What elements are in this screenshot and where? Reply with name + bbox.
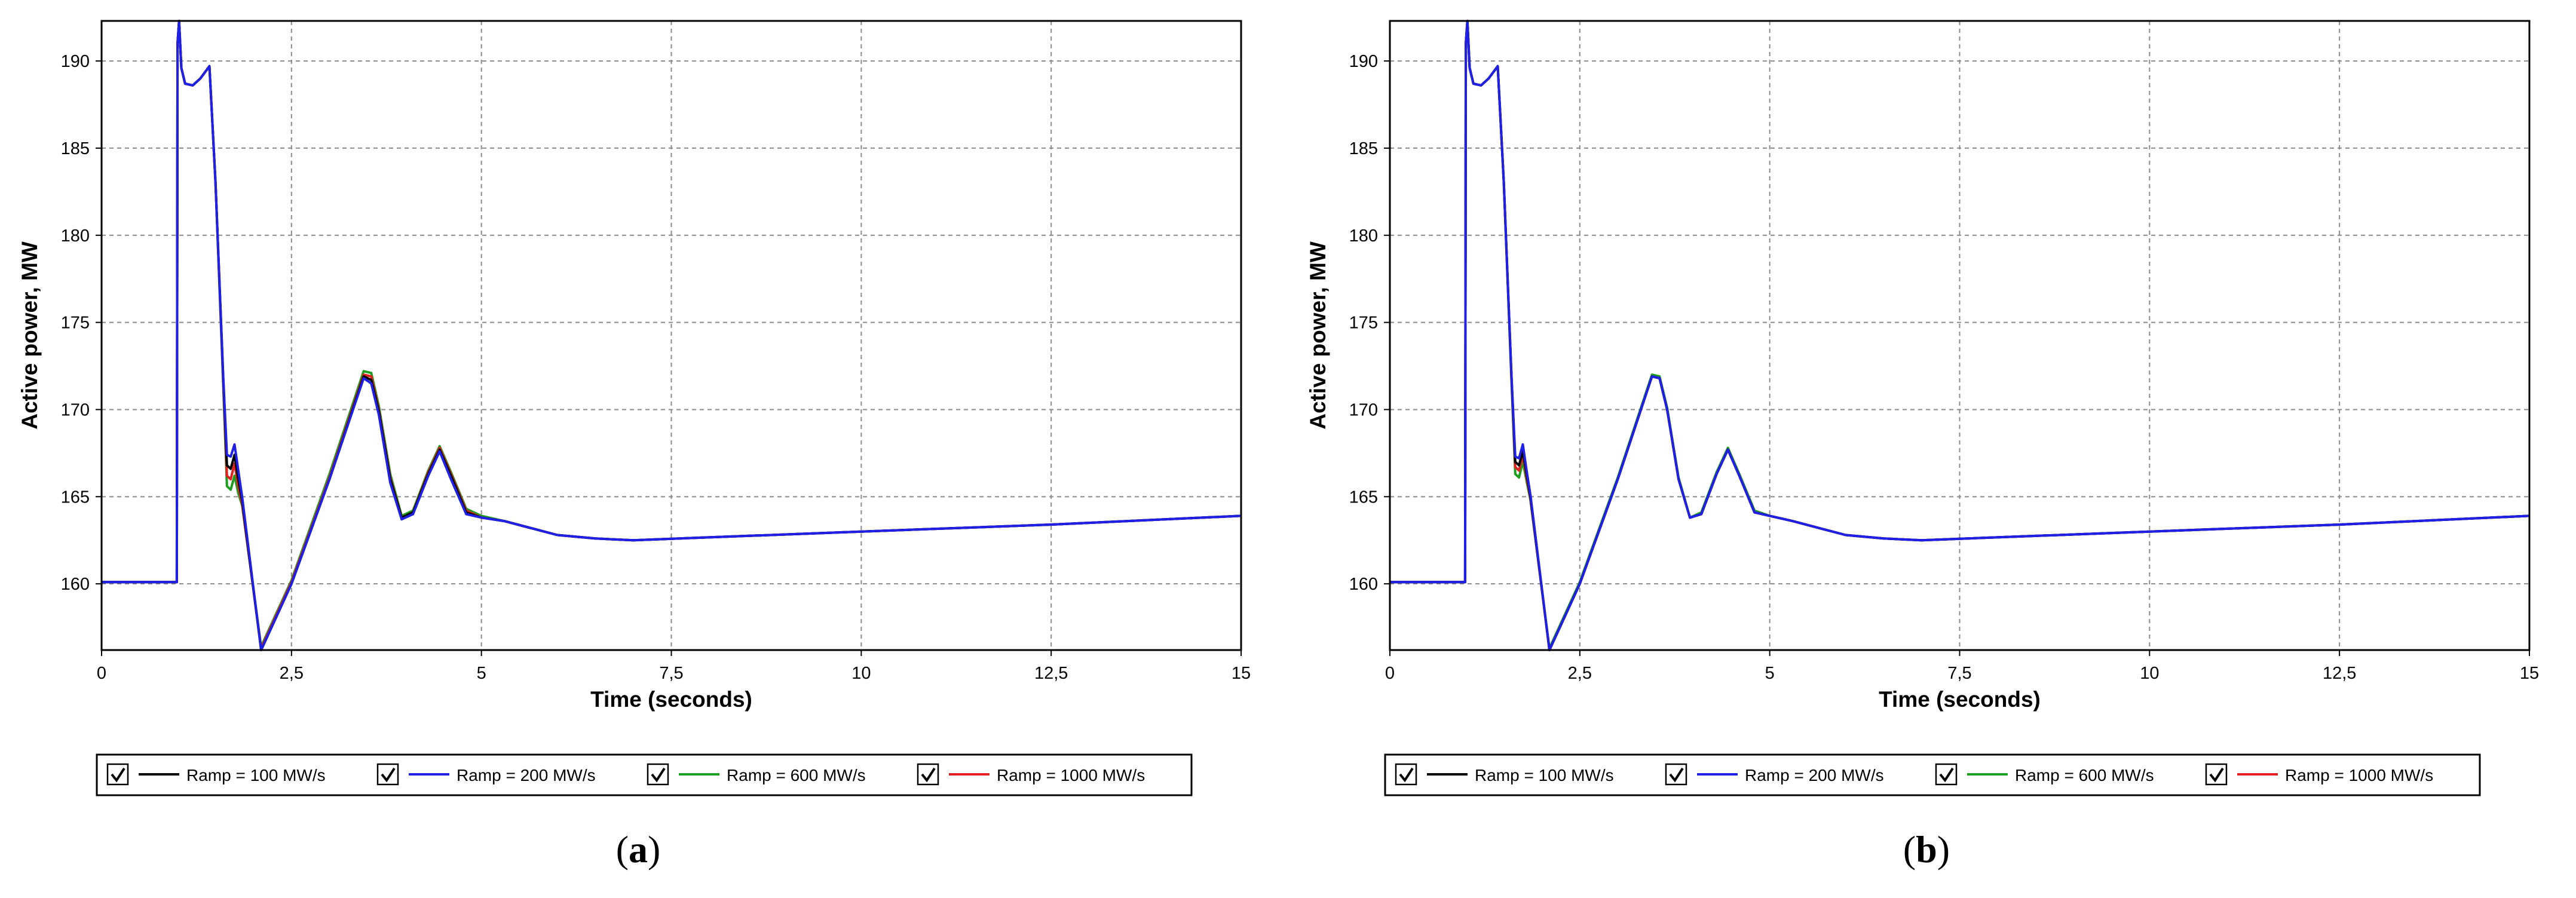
legend-item[interactable]: Ramp = 600 MW/s <box>647 763 866 786</box>
chart-panel-b: 160 165 170 175 180 185 190 0 2,5 5 7,5 10 12,5 15 Tim… <box>1288 0 2576 898</box>
legend-label: Ramp = 1000 MW/s <box>2285 766 2433 784</box>
line-chart-b: 160 165 170 175 180 185 190 0 2,5 5 7,5 10 12,5 15 Tim… <box>1306 20 2539 796</box>
y-tick-label: 165 <box>1349 488 1378 507</box>
x-tick-label: 10 <box>2140 664 2159 683</box>
legend-checkbox[interactable] <box>106 763 129 786</box>
y-tick-label: 190 <box>1349 52 1378 71</box>
y-axis-title: Active power, MW <box>17 241 42 430</box>
legend-label: Ramp = 600 MW/s <box>727 766 866 784</box>
legend-label: Ramp = 600 MW/s <box>2015 766 2154 784</box>
y-tick-label: 190 <box>61 52 90 71</box>
legend-label: Ramp = 1000 MW/s <box>997 766 1145 784</box>
checkmark-icon <box>111 767 125 783</box>
y-tick-label: 165 <box>61 488 90 507</box>
y-tick-label: 170 <box>61 400 90 419</box>
y-axis-title: Active power, MW <box>1306 241 1330 430</box>
checkmark-icon <box>1399 767 1414 783</box>
x-tick-label: 15 <box>2520 664 2539 683</box>
y-tick-label: 185 <box>61 139 90 158</box>
legend-label: Ramp = 200 MW/s <box>457 766 596 784</box>
series-line-1 <box>1390 20 2530 651</box>
x-axis-title: Time (seconds) <box>590 687 752 712</box>
legend-checkbox[interactable] <box>647 763 669 786</box>
x-tick-label: 12,5 <box>1034 664 1068 683</box>
x-tick-label: 12,5 <box>2323 664 2356 683</box>
legend-checkbox[interactable] <box>1665 763 1687 786</box>
line-chart-a: 160 165 170 175 180 185 190 0 2,5 5 7,5 10 12,5 15 Tim… <box>17 20 1251 796</box>
x-tick-label: 5 <box>477 664 486 683</box>
legend-frame <box>96 753 1193 796</box>
checkmark-icon <box>1669 767 1684 783</box>
y-tick-label: 160 <box>61 575 90 594</box>
checkmark-icon <box>381 767 396 783</box>
legend: Ramp = 100 MW/s Ramp = 200 MW/s Ramp = 600… <box>96 753 1193 796</box>
checkmark-icon <box>651 767 666 783</box>
legend-checkbox[interactable] <box>1395 763 1417 786</box>
y-tick-label: 175 <box>61 314 90 333</box>
legend-item[interactable]: Ramp = 200 MW/s <box>376 763 596 786</box>
grid-lines <box>102 21 1241 650</box>
x-tick-label: 15 <box>1232 664 1251 683</box>
x-tick-label: 0 <box>97 664 106 683</box>
y-tick-label: 170 <box>1349 400 1378 419</box>
chart-panel-a: 160 165 170 175 180 185 190 0 2,5 5 7,5 10 12,5 15 Tim… <box>17 20 1251 871</box>
x-tick-label: 10 <box>851 664 871 683</box>
legend-item[interactable]: Ramp = 100 MW/s <box>106 763 326 786</box>
series-lines <box>102 20 1242 651</box>
legend-item[interactable]: Ramp = 200 MW/s <box>1665 763 1884 786</box>
x-axis-ticks: 0 2,5 5 7,5 10 12,5 15 <box>1385 650 2539 683</box>
y-tick-label: 185 <box>1349 139 1378 158</box>
x-tick-label: 2,5 <box>1568 664 1592 683</box>
x-tick-label: 7,5 <box>659 664 683 683</box>
series-lines <box>1390 20 2530 651</box>
legend-item[interactable]: Ramp = 1000 MW/s <box>917 763 1145 786</box>
legend-item[interactable]: Ramp = 100 MW/s <box>1395 763 1614 786</box>
x-tick-label: 2,5 <box>280 664 304 683</box>
y-tick-label: 160 <box>1349 575 1378 594</box>
series-line-1 <box>102 20 1242 651</box>
y-tick-label: 180 <box>61 226 90 246</box>
legend-checkbox[interactable] <box>917 763 939 786</box>
checkmark-icon <box>2209 767 2224 783</box>
y-tick-label: 180 <box>1349 226 1378 246</box>
checkmark-icon <box>921 767 936 783</box>
x-tick-label: 7,5 <box>1947 664 1971 683</box>
caption-a: (a) <box>615 828 661 871</box>
x-axis-ticks: 0 2,5 5 7,5 10 12,5 15 <box>97 650 1251 683</box>
legend-checkbox[interactable] <box>376 763 399 786</box>
caption-b: (b) <box>1903 828 1950 871</box>
checkmark-icon <box>1939 767 1954 783</box>
legend-checkbox[interactable] <box>1935 763 1958 786</box>
y-tick-label: 175 <box>1349 314 1378 333</box>
legend-frame <box>1384 753 2481 796</box>
y-axis-ticks: 160 165 170 175 180 185 190 <box>61 52 102 594</box>
x-tick-label: 5 <box>1765 664 1775 683</box>
legend-checkbox[interactable] <box>2205 763 2228 786</box>
y-axis-ticks: 160 165 170 175 180 185 190 <box>1349 52 1390 594</box>
legend: Ramp = 100 MW/s Ramp = 200 MW/s Ramp = 600… <box>1384 753 2481 796</box>
legend-item[interactable]: Ramp = 600 MW/s <box>1935 763 2154 786</box>
x-axis-title: Time (seconds) <box>1879 687 2041 712</box>
legend-label: Ramp = 200 MW/s <box>1745 766 1884 784</box>
x-tick-label: 0 <box>1385 664 1395 683</box>
legend-label: Ramp = 100 MW/s <box>1475 766 1614 784</box>
legend-label: Ramp = 100 MW/s <box>186 766 326 784</box>
legend-item[interactable]: Ramp = 1000 MW/s <box>2205 763 2433 786</box>
